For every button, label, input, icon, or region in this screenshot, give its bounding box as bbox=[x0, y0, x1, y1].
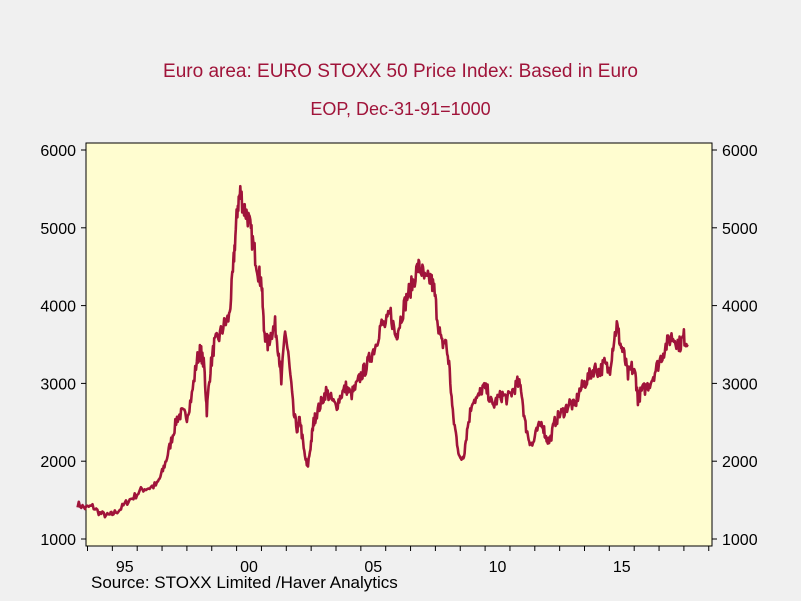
y-tick-label-right: 3000 bbox=[722, 376, 758, 393]
x-tick-label: 00 bbox=[240, 559, 258, 576]
x-tick-label: 15 bbox=[613, 559, 631, 576]
y-tick-label-left: 2000 bbox=[40, 454, 76, 471]
x-tick-label: 95 bbox=[116, 559, 134, 576]
y-tick-label-right: 5000 bbox=[722, 221, 758, 238]
y-tick-label-right: 1000 bbox=[722, 532, 758, 549]
chart-subtitle: EOP, Dec-31-91=1000 bbox=[310, 99, 491, 119]
y-tick-label-left: 4000 bbox=[40, 299, 76, 316]
y-tick-label-right: 2000 bbox=[722, 454, 758, 471]
y-tick-label-left: 5000 bbox=[40, 221, 76, 238]
y-tick-label-left: 3000 bbox=[40, 376, 76, 393]
series-line bbox=[76, 184, 689, 519]
plot-area bbox=[85, 142, 713, 547]
x-tick-label: 10 bbox=[489, 559, 507, 576]
x-tick-label: 05 bbox=[364, 559, 382, 576]
y-tick-label-left: 1000 bbox=[40, 532, 76, 549]
chart-title: Euro area: EURO STOXX 50 Price Index: Ba… bbox=[163, 61, 638, 82]
source-note: Source: STOXX Limited /Haver Analytics bbox=[91, 573, 398, 592]
y-tick-label-right: 4000 bbox=[722, 299, 758, 316]
y-tick-label-right: 6000 bbox=[722, 143, 758, 160]
y-tick-label-left: 6000 bbox=[40, 143, 76, 160]
